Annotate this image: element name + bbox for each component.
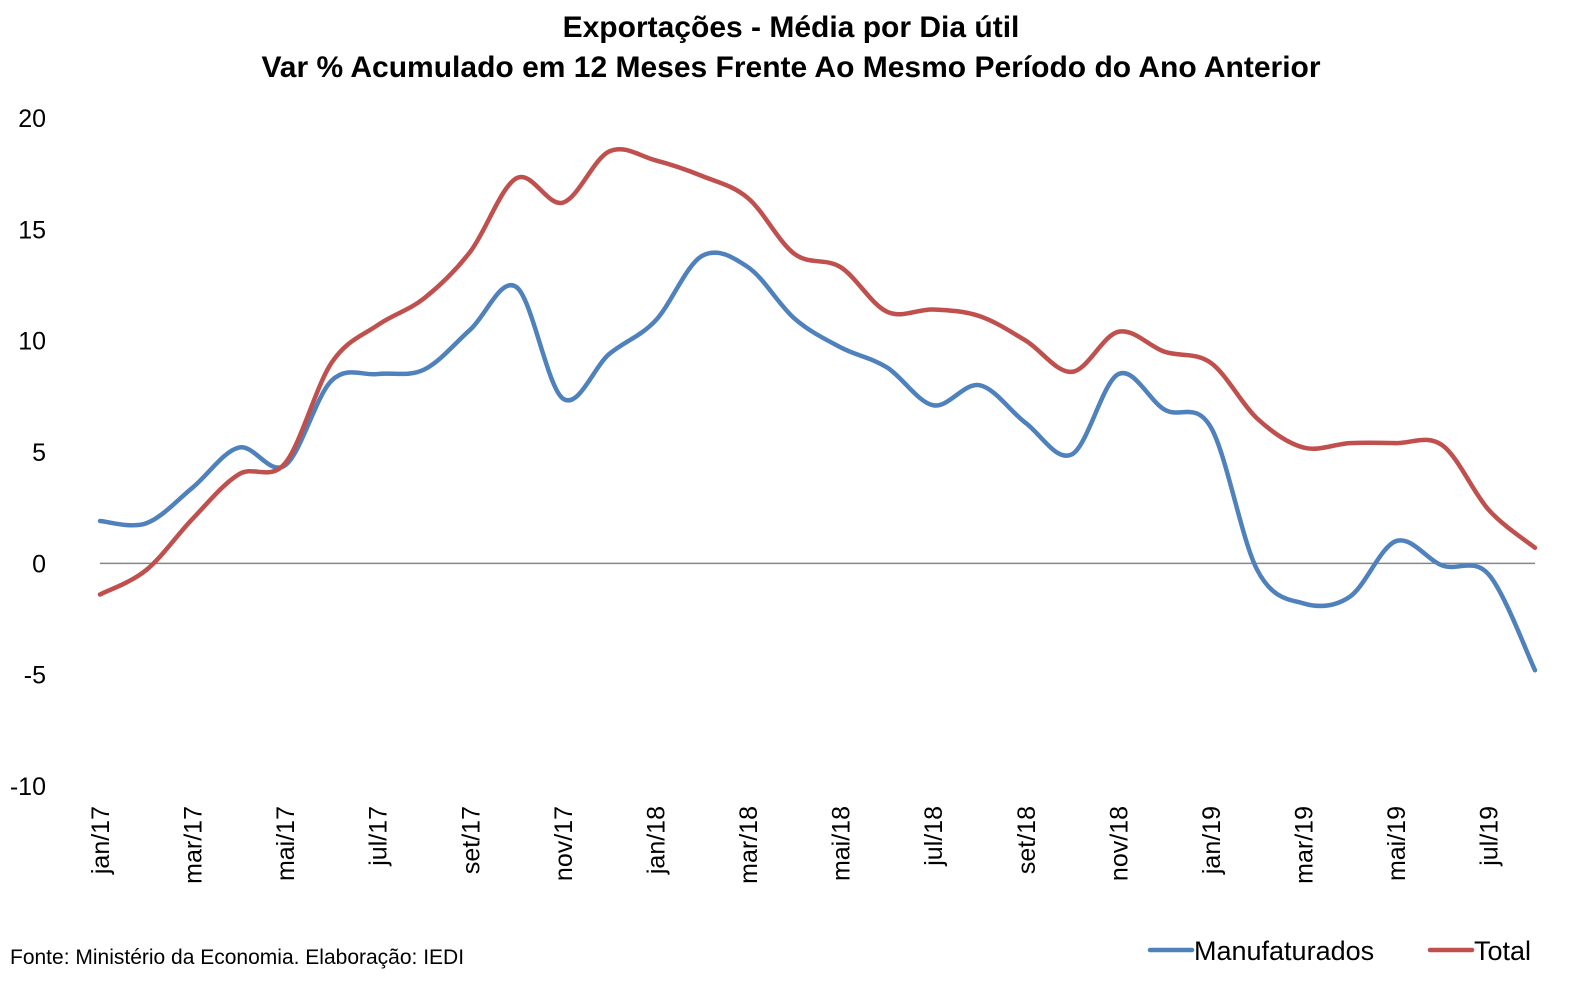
x-tick-label: jan/17 — [87, 806, 115, 875]
x-tick-label: mar/19 — [1291, 806, 1319, 884]
source-note: Fonte: Ministério da Economia. Elaboraçã… — [10, 946, 465, 969]
x-tick-label: mar/18 — [735, 806, 763, 884]
legend-label-total: Total — [1474, 936, 1531, 966]
x-axis-labels: jan/17 mar/17 mai/17 jul/17 set/17 nov/17 jan/… — [87, 806, 1504, 884]
x-tick-label: jul/17 — [365, 806, 393, 867]
series-line-manufaturados — [97, 250, 1538, 673]
y-tick-label: 5 — [32, 439, 46, 467]
y-tick-label: 15 — [18, 216, 46, 244]
x-tick-label: mar/17 — [180, 806, 208, 884]
x-tick-label: jan/19 — [1198, 806, 1226, 875]
legend-label-manufaturados: Manufaturados — [1194, 936, 1374, 966]
x-tick-label: mai/19 — [1383, 806, 1411, 881]
x-tick-label: jul/19 — [1476, 806, 1504, 867]
x-tick-label: set/18 — [1013, 806, 1041, 874]
y-tick-label: 0 — [32, 550, 46, 578]
x-tick-label: mai/18 — [828, 806, 856, 881]
x-tick-label: nov/18 — [1105, 806, 1133, 881]
x-tick-label: jan/18 — [642, 806, 670, 875]
y-axis-labels: -10 -5 0 5 10 15 20 — [10, 105, 46, 801]
y-tick-label: 20 — [18, 105, 46, 133]
y-tick-label: -5 — [24, 662, 46, 690]
legend: Manufaturados Total — [1147, 936, 1531, 966]
chart-title: Exportações - Média por Dia útil — [562, 11, 1020, 44]
x-tick-label: mai/17 — [272, 806, 300, 881]
x-tick-label: jul/18 — [920, 806, 948, 867]
y-tick-label: 10 — [18, 328, 46, 356]
x-tick-label: set/17 — [457, 806, 485, 874]
x-tick-label: nov/17 — [550, 806, 578, 881]
series-line-total — [97, 146, 1538, 597]
chart-subtitle: Var % Acumulado em 12 Meses Frente Ao Me… — [261, 51, 1321, 84]
y-tick-label: -10 — [10, 773, 46, 801]
series-lines — [97, 146, 1538, 673]
chart-title-block: Exportações - Média por Dia útil Var % A… — [0, 8, 1582, 88]
